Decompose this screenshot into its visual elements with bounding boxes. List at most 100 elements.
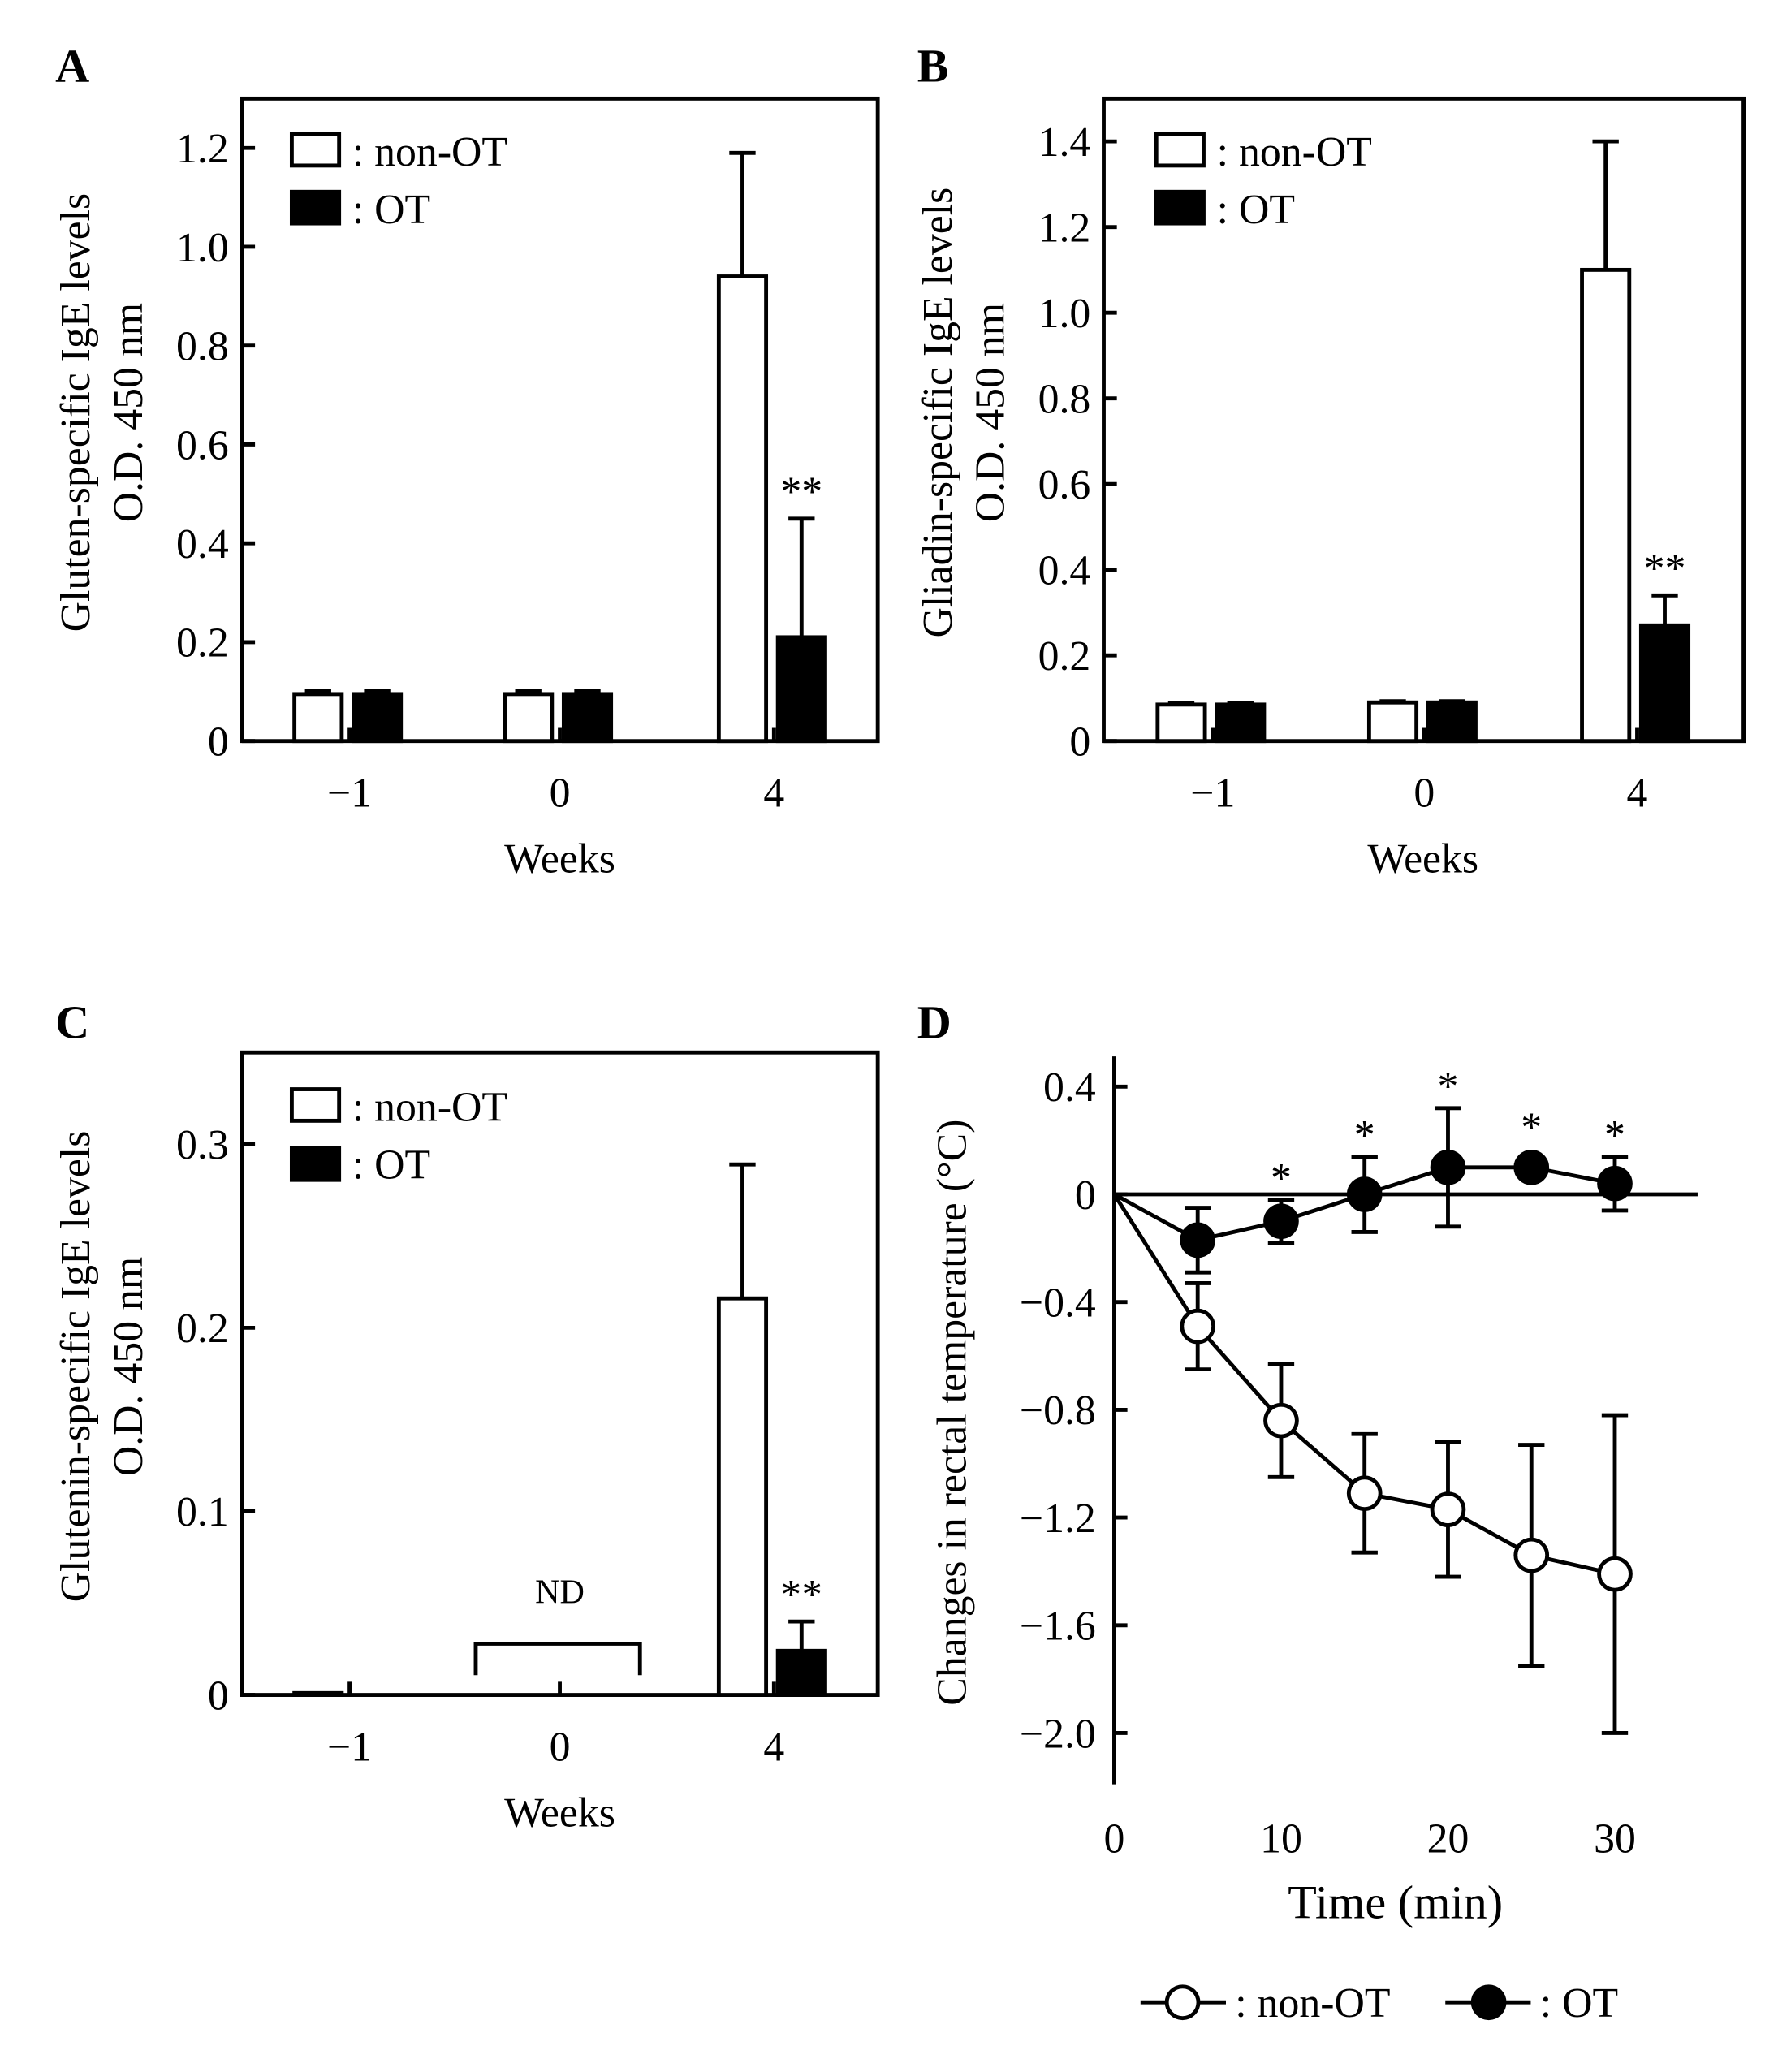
legend-label-non-ot: : non-OT	[352, 1084, 507, 1130]
bars	[292, 150, 827, 744]
y-tick-label: −1.6	[1020, 1604, 1096, 1650]
y-tick-label: −2.0	[1020, 1711, 1096, 1757]
legend-swatch-non-ot	[289, 132, 342, 168]
nd-label: ND	[535, 1573, 585, 1611]
panel-label-a: A	[55, 39, 89, 92]
bar-non-ot-1	[292, 692, 344, 744]
y-tick-label: 0.3	[176, 1122, 229, 1168]
x-tick-label: 0	[550, 771, 571, 817]
y-tick-label: 0.6	[176, 422, 229, 468]
x-tick-label: 0	[550, 1724, 571, 1770]
bar-non-ot-0	[1366, 700, 1419, 744]
data-point-ot	[1346, 1176, 1383, 1212]
panel-a-bar-chart: 0 0.2 0.4 0.6 0.8 1.0 1.2 −1 0 4 ** Gluten-speci…	[53, 96, 880, 883]
significance-marker: *	[1438, 1064, 1459, 1110]
x-tick-label: 20	[1427, 1816, 1469, 1863]
legend-label-ot: : OT	[1217, 187, 1295, 233]
nd-bracket	[473, 1642, 642, 1676]
bar-ot-1	[352, 692, 404, 744]
x-axis-label: Weeks	[504, 1789, 615, 1836]
y-tick-label: −0.8	[1020, 1388, 1096, 1434]
x-axis-ticks: 0 10 20 30	[1103, 1816, 1635, 1863]
data-point-ot	[1597, 1165, 1633, 1202]
y-tick-label: 0.2	[176, 1306, 229, 1352]
bar-ot-4	[775, 1648, 827, 1697]
significance-marker: *	[1354, 1112, 1375, 1159]
y-tick-label: 0.4	[1038, 547, 1091, 594]
bar-ot-1	[1215, 702, 1267, 744]
panel-d-line-chart: 0.4 0 −0.4 −0.8 −1.2 −1.6 −2.0 0 10 20 30 * * * * * C…	[930, 1056, 1698, 2027]
data-point-non-ot	[1430, 1491, 1466, 1527]
x-tick-label: 4	[763, 1724, 784, 1770]
bar-ot-0	[561, 692, 614, 744]
y-tick-label: 0.4	[1043, 1064, 1096, 1111]
bars	[1155, 139, 1691, 744]
x-axis-label: Weeks	[504, 836, 615, 883]
annotations: **	[1644, 546, 1686, 592]
y-tick-label: 0.4	[176, 521, 229, 568]
y-axis-label-line1: Glutenin-specific IgE levels	[53, 1131, 99, 1603]
y-tick-label: 0.2	[176, 620, 229, 667]
x-axis-ticks: −1 0 4	[1190, 727, 1648, 817]
y-tick-label: 1.4	[1038, 119, 1091, 166]
y-tick-label: 0.8	[176, 324, 229, 370]
significance-marker: *	[1271, 1155, 1292, 1202]
y-tick-label: 0	[208, 719, 229, 766]
bar-non-ot-4	[1580, 267, 1632, 744]
legend-swatch-ot	[1154, 189, 1206, 226]
y-tick-label: 0.6	[1038, 462, 1091, 508]
panel-c-bar-chart: 0 0.1 0.2 0.3 −1 0 4 ** ND Glutenin-specific I…	[53, 1050, 880, 1836]
y-tick-label: 0.2	[1038, 633, 1091, 680]
y-axis-ticks: 0 0.2 0.4 0.6 0.8 1.0 1.2 1.4	[1038, 119, 1117, 766]
legend-label-ot: : OT	[1540, 1980, 1618, 2027]
y-axis-label-line1: Gliadin-specific IgE levels	[915, 188, 961, 638]
legend-marker-non-ot	[1164, 1984, 1201, 2021]
y-tick-label: −0.4	[1020, 1280, 1096, 1326]
legend-label-ot: : OT	[352, 1142, 430, 1189]
data-point-ot	[1513, 1149, 1550, 1185]
bar-non-ot-4	[716, 274, 769, 744]
legend-label-non-ot: : non-OT	[1235, 1980, 1390, 2027]
significance-marker: **	[1644, 546, 1686, 592]
data-point-ot	[1180, 1222, 1216, 1258]
annotations: * * * * *	[1271, 1064, 1625, 1202]
legend-label-non-ot: : non-OT	[1217, 129, 1372, 175]
data-point-non-ot	[1180, 1308, 1216, 1345]
y-axis-ticks: 0 0.1 0.2 0.3	[176, 1122, 256, 1719]
bar-non-ot-1	[292, 1690, 344, 1697]
bar-ot-4	[1638, 623, 1691, 744]
bar-non-ot-1	[1155, 702, 1207, 744]
x-tick-label: 0	[1413, 771, 1435, 817]
panel-label-b: B	[917, 39, 949, 92]
x-axis-label: Time (min)	[1288, 1876, 1503, 1929]
y-axis-label: Changes in rectal temperature (°C)	[930, 1120, 976, 1706]
x-tick-label: −1	[1190, 771, 1235, 817]
y-axis-label-line2: O.D. 450 nm	[106, 1257, 152, 1476]
data-point-ot	[1263, 1203, 1299, 1240]
legend-swatch-ot	[289, 189, 342, 226]
panel-b-bar-chart: 0 0.2 0.4 0.6 0.8 1.0 1.2 1.4 −1 0 4 ** Gliadin-s…	[915, 96, 1746, 883]
y-axis-label-line2: O.D. 450 nm	[106, 303, 152, 522]
annotations: **	[780, 469, 822, 516]
data-point-ot	[1430, 1149, 1466, 1185]
x-axis-ticks: −1 0 4	[327, 727, 784, 817]
legend-label-non-ot: : non-OT	[352, 129, 507, 175]
y-tick-label: 0.8	[1038, 376, 1091, 422]
y-tick-label: 0.1	[176, 1489, 229, 1535]
x-tick-label: −1	[327, 771, 372, 817]
bars	[292, 1162, 827, 1697]
x-tick-label: 30	[1594, 1816, 1636, 1863]
bar-ot-0	[1426, 700, 1478, 744]
legend-swatch-non-ot	[1154, 132, 1206, 168]
bar-non-ot-0	[503, 692, 555, 744]
y-tick-label: 0	[1075, 1172, 1096, 1219]
legend-label-ot: : OT	[352, 187, 430, 233]
x-tick-label: 4	[1627, 771, 1648, 817]
y-axis-ticks: 0 0.2 0.4 0.6 0.8 1.0 1.2	[176, 126, 256, 766]
bar-ot-4	[775, 635, 827, 744]
annotations: ** ND	[535, 1572, 822, 1618]
legend-swatch-non-ot	[289, 1087, 342, 1123]
legend-marker-ot	[1470, 1984, 1507, 2021]
y-axis-label-line1: Gluten-specific IgE levels	[53, 193, 99, 632]
